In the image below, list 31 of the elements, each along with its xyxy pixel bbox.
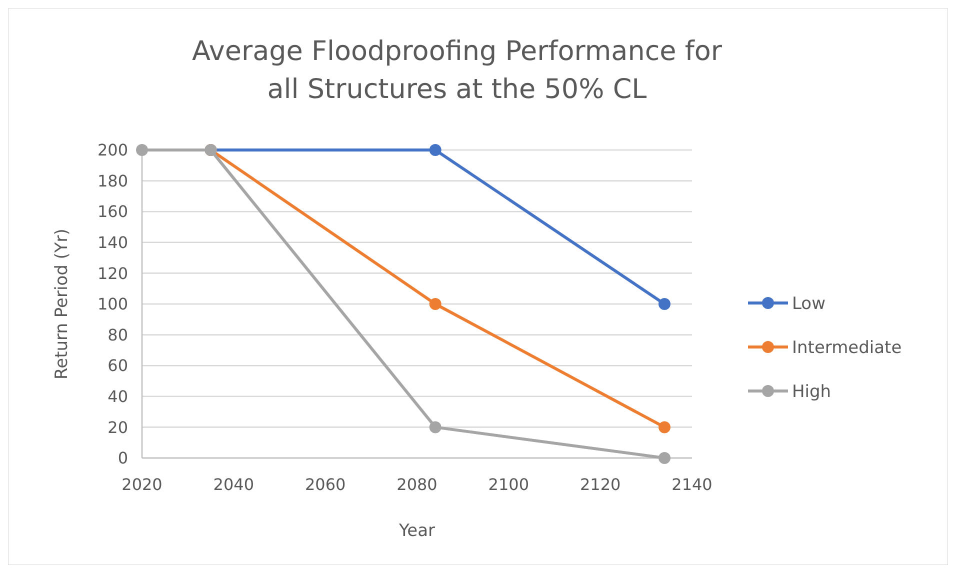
x-tick-label: 2020 [122,475,162,494]
point [658,298,670,310]
y-tick-label: 60 [108,356,128,376]
point [429,298,442,310]
point [429,421,442,434]
y-tick-label: 0 [118,448,128,468]
point [658,452,670,464]
legend-label: Low [792,294,826,314]
point [136,144,148,156]
x-axis-title: Year [398,521,436,541]
y-tick-label: 80 [108,325,128,344]
y-axis-title: Return Period (Yr) [52,228,72,380]
y-tick-label: 100 [97,294,128,314]
y-tick-label: 140 [97,233,128,252]
y-tick-label: 120 [97,264,128,283]
x-tick-label: 2120 [580,475,621,494]
x-tick-label: 2080 [396,475,438,494]
legend-label: Intermediate [792,338,902,358]
y-tick-label: 200 [97,140,128,160]
legend-label: High [792,382,832,402]
x-tick-label: 2060 [304,475,346,494]
chart-title: Average Floodproofing Performance for all Structures at the 50% CL [192,36,723,105]
x-tick-label: 2100 [488,475,530,494]
y-tick-label: 160 [97,202,128,222]
x-tick-label: 2140 [672,475,712,494]
point [429,144,442,156]
x-tick-label: 2040 [213,475,254,494]
y-tick-label: 40 [108,387,128,406]
y-tick-label: 180 [97,171,128,190]
point [658,421,670,434]
y-tick-label: 20 [108,418,128,437]
